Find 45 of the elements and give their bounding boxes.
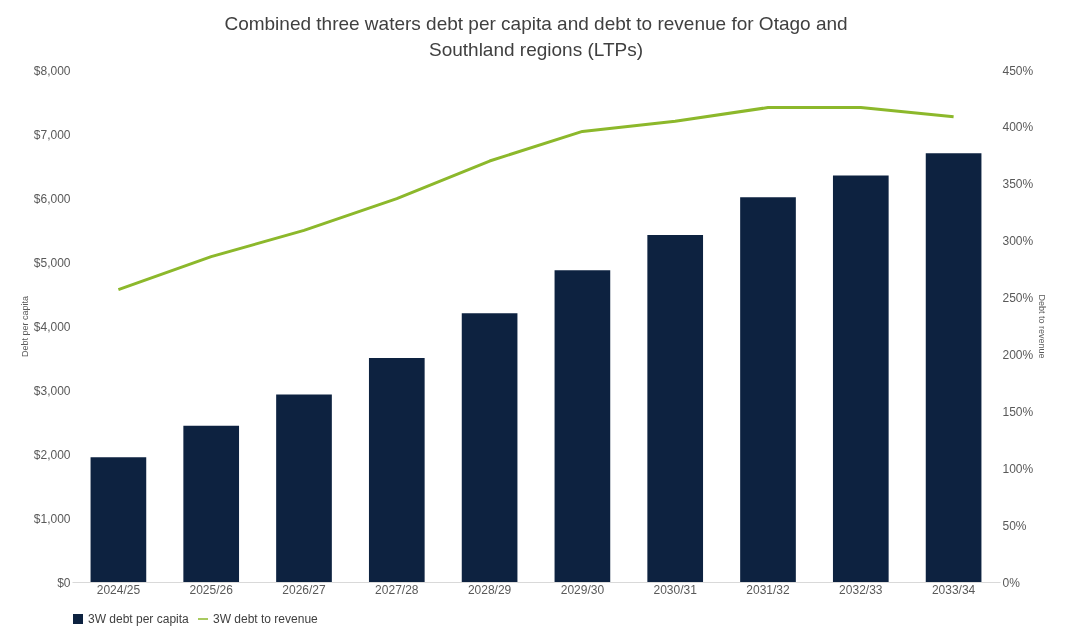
x-tick-label: 2025/26: [189, 582, 234, 597]
bar: [554, 270, 611, 582]
bar: [461, 313, 518, 582]
y2-tick-label: 450%: [1002, 63, 1034, 78]
bar: [740, 197, 796, 582]
y2-tick-label: 300%: [1002, 234, 1034, 249]
bar: [276, 394, 332, 582]
x-tick-label: 2029/30: [560, 582, 605, 597]
bar: [368, 358, 425, 582]
y2-tick-label: 200%: [1002, 347, 1034, 362]
x-tick-label: 2030/31: [653, 582, 698, 597]
y-tick-label: $4,000: [33, 319, 71, 334]
y-tick-label: $6,000: [33, 191, 71, 206]
x-tick-label: 2028/29: [467, 582, 512, 597]
legend-label: 3W debt per capita: [88, 612, 190, 626]
bar: [183, 425, 240, 582]
bar: [90, 457, 147, 582]
y-axis-title: Debt per capita: [19, 295, 30, 358]
bar: [925, 153, 982, 582]
y2-tick-label: 100%: [1002, 461, 1034, 476]
y-tick-label: $2,000: [33, 447, 71, 462]
y-tick-label: $0: [57, 575, 71, 590]
y2-tick-label: 250%: [1002, 291, 1034, 306]
y-tick-label: $8,000: [33, 63, 71, 78]
x-tick-label: 2033/34: [931, 582, 976, 597]
x-tick-label: 2027/28: [375, 582, 419, 597]
y2-axis-title: Debt to revenue: [1037, 294, 1048, 359]
y2-tick-label: 50%: [1002, 518, 1027, 533]
y2-tick-label: 150%: [1002, 404, 1034, 419]
y-tick-label: $3,000: [33, 383, 71, 398]
y-tick-label: $1,000: [33, 511, 71, 526]
x-tick-label: 2026/27: [282, 582, 327, 597]
legend-label: 3W debt to revenue: [213, 612, 319, 626]
y2-tick-label: 400%: [1002, 120, 1034, 135]
x-tick-label: 2024/25: [96, 582, 141, 597]
y-tick-label: $5,000: [33, 255, 71, 270]
y2-tick-label: 350%: [1002, 177, 1034, 192]
y-tick-label: $7,000: [33, 127, 71, 142]
y2-tick-label: 0%: [1002, 575, 1021, 590]
line-series: [116, 106, 956, 292]
chart-title: Combined three waters debt per capita and debt to revenue for Otago and Southland regions (LTPs): [224, 13, 848, 60]
x-tick-label: 2031/32: [746, 582, 791, 597]
x-tick-label: 2032/33: [839, 582, 883, 597]
bar: [647, 235, 704, 582]
bar: [832, 175, 889, 582]
